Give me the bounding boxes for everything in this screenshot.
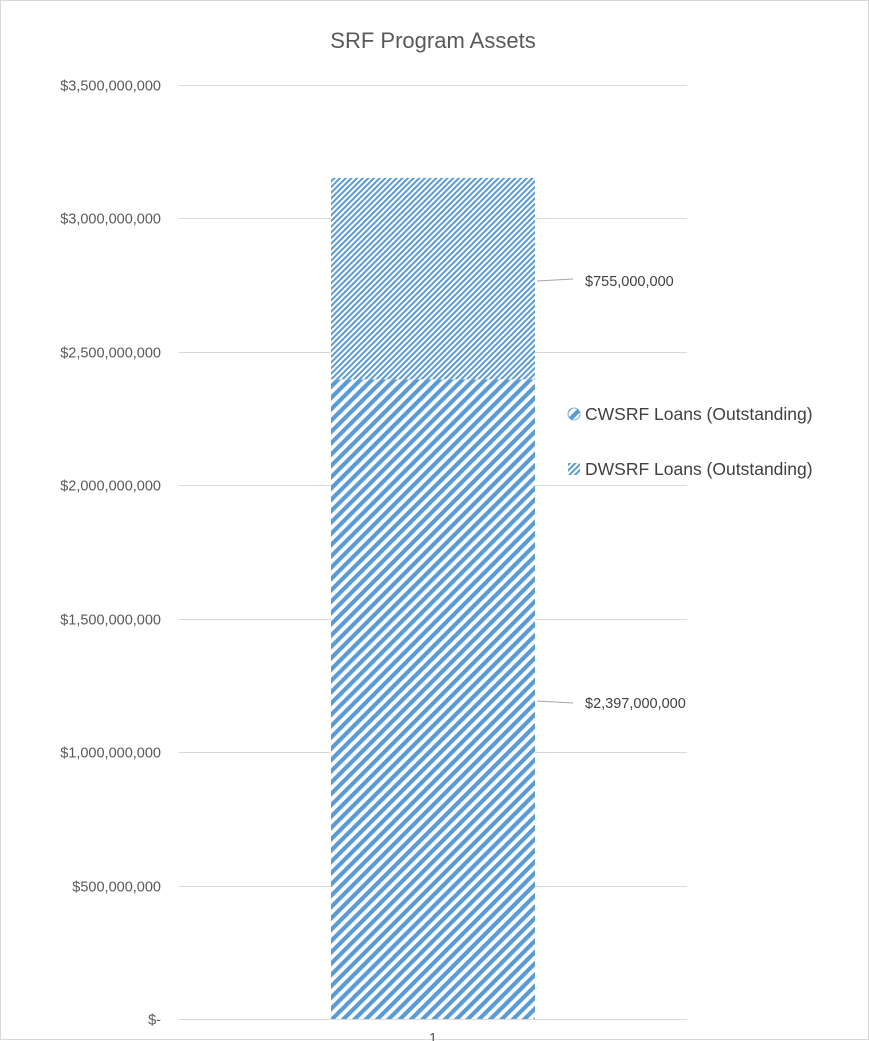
legend-marker-1 bbox=[568, 463, 580, 475]
bar-segments bbox=[331, 177, 535, 1020]
leader-line-1 bbox=[536, 278, 574, 282]
y-tick-label-0: $- bbox=[148, 1013, 161, 1029]
bar-segment-1 bbox=[331, 177, 535, 380]
y-tick-label-2: $1,000,000,000 bbox=[60, 746, 161, 762]
y-tick-label-3: $1,500,000,000 bbox=[60, 613, 161, 629]
y-tick-label-7: $3,500,000,000 bbox=[60, 79, 161, 95]
y-tick-label-6: $3,000,000,000 bbox=[60, 212, 161, 228]
legend-marker-0 bbox=[567, 407, 581, 421]
x-tick-label-0: 1 bbox=[429, 1031, 437, 1041]
legend-entry-1: DWSRF Loans (Outstanding) bbox=[585, 459, 813, 479]
data-label-0: $2,397,000,000 bbox=[585, 696, 686, 712]
data-label-leader-lines bbox=[536, 278, 574, 704]
legend: CWSRF Loans (Outstanding) DWSRF Loans (Ou… bbox=[567, 404, 813, 479]
data-label-1: $755,000,000 bbox=[585, 274, 674, 290]
y-tick-label-1: $500,000,000 bbox=[72, 880, 161, 896]
y-axis-tick-labels: $- $500,000,000 $1,000,000,000 $1,500,000,0… bbox=[60, 79, 161, 1029]
y-tick-label-5: $2,500,000,000 bbox=[60, 346, 161, 362]
legend-entry-0: CWSRF Loans (Outstanding) bbox=[585, 404, 813, 424]
data-labels: $2,397,000,000 $755,000,000 bbox=[585, 274, 686, 712]
chart-title: SRF Program Assets bbox=[330, 28, 535, 53]
leader-line-0 bbox=[536, 700, 574, 704]
bar-segment-0 bbox=[331, 379, 535, 1020]
x-axis-tick-labels: 1 bbox=[429, 1031, 437, 1041]
y-tick-label-4: $2,000,000,000 bbox=[60, 479, 161, 495]
